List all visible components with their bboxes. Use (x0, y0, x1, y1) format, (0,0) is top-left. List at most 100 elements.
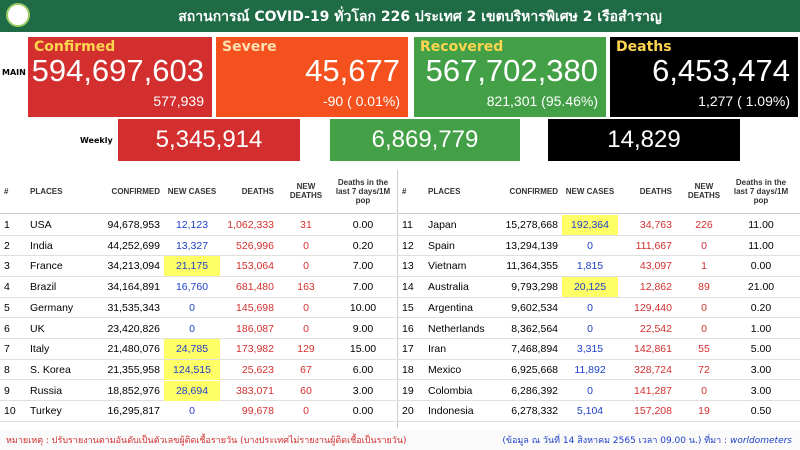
row-line (0, 400, 396, 402)
table-cell: 16,295,817 (107, 405, 160, 418)
table-cell: 31,535,343 (107, 301, 160, 314)
card-sub: 577,939 (153, 93, 204, 109)
table-cell: 15.00 (349, 343, 377, 356)
table-cell: 3.00 (750, 384, 772, 397)
table-cell: 111,667 (635, 239, 672, 252)
weekly-value: 6,869,779 (330, 119, 520, 161)
column-header: NEW DEATHS (687, 182, 721, 200)
logo (6, 3, 30, 27)
table-cell: 19 (402, 384, 414, 397)
table-cell: 28,694 (164, 380, 220, 401)
card-label: Recovered (420, 39, 504, 55)
stat-card: Recovered 567,702,380 821,301 (95.46%) (414, 37, 606, 117)
table-cell: 34,164,891 (107, 281, 160, 294)
table-cell: India (30, 239, 53, 252)
table-cell: 7.00 (352, 260, 374, 273)
table-cell: 10 (4, 405, 16, 418)
footer-bar (0, 431, 800, 450)
row-line (398, 400, 800, 402)
row-line (0, 420, 396, 422)
table-cell: 44,252,699 (107, 239, 160, 252)
table-cell: 99,678 (241, 405, 274, 418)
table-cell: 7.00 (352, 281, 374, 294)
column-header: CONFIRMED (111, 186, 160, 196)
table-cell: 34,213,094 (107, 260, 160, 273)
table-cell: 0 (587, 301, 593, 314)
column-header: Deaths in the last 7 days/1M pop (335, 177, 391, 205)
table-cell: 18,852,976 (107, 384, 160, 397)
table-cell: France (30, 260, 63, 273)
table-cell: USA (30, 219, 52, 231)
table-cell: 13 (402, 260, 414, 273)
table-cell: 6,286,392 (511, 384, 558, 397)
table-cell: 1 (4, 219, 10, 231)
table-cell: 72 (698, 363, 710, 376)
table-cell: 15,278,668 (505, 219, 558, 231)
table-cell: 31 (300, 219, 312, 231)
table-cell: 0 (303, 322, 309, 335)
card-value: 45,677 (305, 53, 400, 88)
table-cell: 19 (698, 405, 710, 418)
table-cell: 1,815 (576, 260, 604, 273)
table-cell: 124,515 (164, 359, 220, 380)
table-cell: 0 (189, 405, 195, 418)
table-cell: 186,087 (236, 322, 274, 335)
table-cell: Indonesia (428, 405, 474, 418)
row-line (0, 296, 396, 298)
table-cell: 0 (701, 301, 707, 314)
stat-card: Confirmed 594,697,603 577,939 (28, 37, 212, 117)
table-cell: 6.00 (352, 363, 374, 376)
row-line (398, 296, 800, 298)
table-divider (397, 170, 398, 428)
row-line (0, 379, 396, 381)
table-cell: 11,364,355 (506, 260, 558, 273)
column-header: CONFIRMED (509, 186, 558, 196)
table-cell: Turkey (30, 405, 62, 418)
weekly-value: 14,829 (548, 119, 740, 161)
table-cell: 4 (4, 281, 10, 294)
column-header: # (402, 186, 407, 196)
table-cell: Netherlands (428, 322, 485, 335)
table-cell: 1,062,333 (227, 219, 274, 231)
table-cell: 15 (402, 301, 414, 314)
table-cell: 681,480 (236, 281, 274, 294)
table-cell: 328,724 (634, 363, 672, 376)
table-cell: 0 (701, 239, 707, 252)
column-header: NEW CASES (565, 186, 615, 196)
column-header: NEW DEATHS (289, 182, 323, 200)
table-cell: 163 (297, 281, 315, 294)
table-cell: 34,763 (639, 219, 672, 231)
card-value: 6,453,474 (652, 53, 790, 88)
table-cell: 5.00 (750, 343, 772, 356)
table-cell: 6,278,332 (511, 405, 558, 418)
table-cell: 21,480,076 (107, 343, 160, 356)
table-cell: 3 (4, 260, 10, 273)
table-cell: 0 (701, 322, 707, 335)
table-cell: 0.00 (750, 260, 772, 273)
table-cell: 16,760 (175, 281, 209, 294)
table-cell: 7,468,894 (511, 343, 558, 356)
row-line (398, 338, 800, 339)
table-cell: 3,315 (576, 343, 604, 356)
table-cell: 60 (300, 384, 312, 397)
table-cell: 9,602,534 (511, 301, 558, 314)
card-label: Severe (222, 39, 277, 55)
column-header: # (4, 186, 9, 196)
row-line (398, 358, 800, 360)
table-cell: 10.00 (349, 301, 377, 314)
table-cell: 21,355,958 (107, 363, 160, 376)
table-cell: 23,420,826 (107, 322, 160, 335)
card-sub: 1,277 ( 1.09%) (698, 93, 790, 109)
table-cell: 5 (4, 301, 10, 314)
table-cell: 9,793,298 (511, 281, 558, 294)
weekly-value: 5,345,914 (118, 119, 300, 161)
table-cell: 5,104 (576, 405, 604, 418)
row-line (398, 234, 800, 236)
table-cell: 0 (189, 322, 195, 335)
table-cell: 526,996 (236, 239, 274, 252)
table-cell: 12,123 (175, 219, 209, 231)
table-cell: 6,925,668 (511, 363, 558, 376)
table-cell: 0.00 (352, 405, 374, 418)
table-cell: 20 (402, 405, 414, 418)
table-cell: 25,623 (241, 363, 274, 376)
